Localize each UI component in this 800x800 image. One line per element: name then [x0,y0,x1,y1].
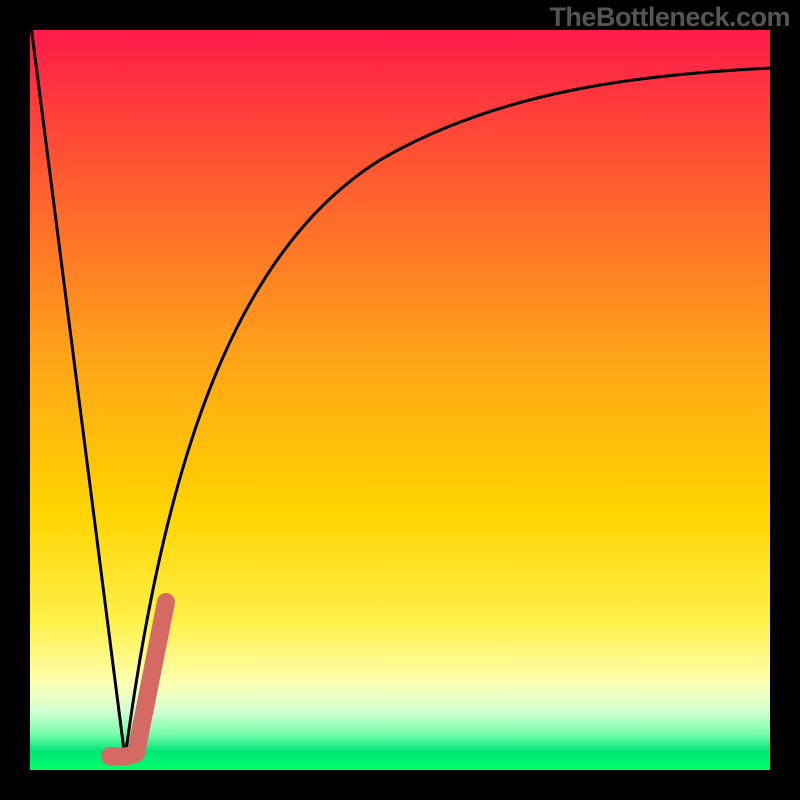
watermark-text: TheBottleneck.com [549,2,790,33]
rising-curve [125,68,770,758]
chart-canvas: TheBottleneck.com [0,0,800,800]
curve-layer [0,0,800,800]
descending-line [30,18,125,758]
